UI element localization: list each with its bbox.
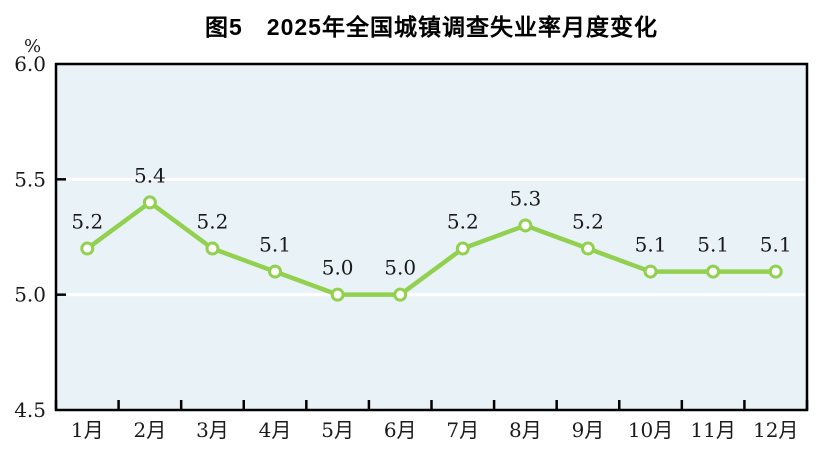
data-point-marker — [455, 241, 470, 256]
data-label: 5.2 — [447, 210, 479, 234]
data-point-marker — [580, 241, 595, 256]
x-axis-label: 12月 — [753, 418, 798, 442]
x-axis-label: 8月 — [509, 418, 542, 442]
data-point-marker — [393, 287, 408, 302]
data-point-marker — [518, 218, 533, 233]
data-point-marker — [706, 264, 721, 279]
x-axis-label: 5月 — [321, 418, 354, 442]
data-point-marker — [268, 264, 283, 279]
data-point-marker — [205, 241, 220, 256]
x-axis-label: 4月 — [259, 418, 292, 442]
x-axis-label: 6月 — [384, 418, 417, 442]
data-label: 5.1 — [259, 233, 291, 257]
x-axis-label: 3月 — [196, 418, 229, 442]
y-axis-label: 5.0 — [14, 283, 46, 307]
data-point-marker — [643, 264, 658, 279]
x-axis-label: 2月 — [134, 418, 167, 442]
data-label: 5.1 — [697, 233, 729, 257]
series-line — [85, 200, 778, 297]
data-label: 5.2 — [197, 210, 229, 234]
x-axis-label: 9月 — [572, 418, 605, 442]
y-axis-label: 4.5 — [14, 398, 46, 422]
plot-area — [54, 62, 809, 412]
data-point-marker — [80, 241, 95, 256]
data-label: 5.1 — [635, 233, 667, 257]
data-label: 5.0 — [384, 256, 416, 280]
data-point-marker — [768, 264, 783, 279]
data-label: 5.2 — [71, 210, 103, 234]
data-label: 5.2 — [572, 210, 604, 234]
data-label: 5.0 — [322, 256, 354, 280]
y-axis-unit-label: % — [24, 36, 42, 57]
chart-title: 图5 2025年全国城镇调查失业率月度变化 — [205, 14, 658, 40]
data-point-marker — [142, 195, 157, 210]
x-axis-label: 10月 — [628, 418, 673, 442]
x-axis-label: 11月 — [690, 418, 735, 442]
data-point-marker — [330, 287, 345, 302]
x-axis-label: 7月 — [446, 418, 479, 442]
data-label: 5.4 — [134, 163, 166, 187]
x-axis-label: 1月 — [71, 418, 104, 442]
data-label: 5.1 — [760, 233, 792, 257]
data-label: 5.3 — [509, 186, 541, 210]
y-axis-label: 6.0 — [14, 52, 46, 76]
y-axis-label: 5.5 — [14, 167, 46, 191]
